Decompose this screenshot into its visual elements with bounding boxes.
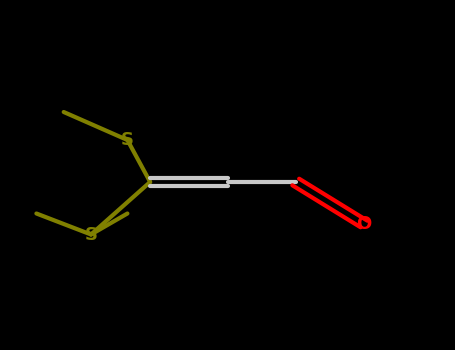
Text: S: S xyxy=(121,131,134,149)
Text: O: O xyxy=(356,215,372,233)
Text: S: S xyxy=(85,225,97,244)
